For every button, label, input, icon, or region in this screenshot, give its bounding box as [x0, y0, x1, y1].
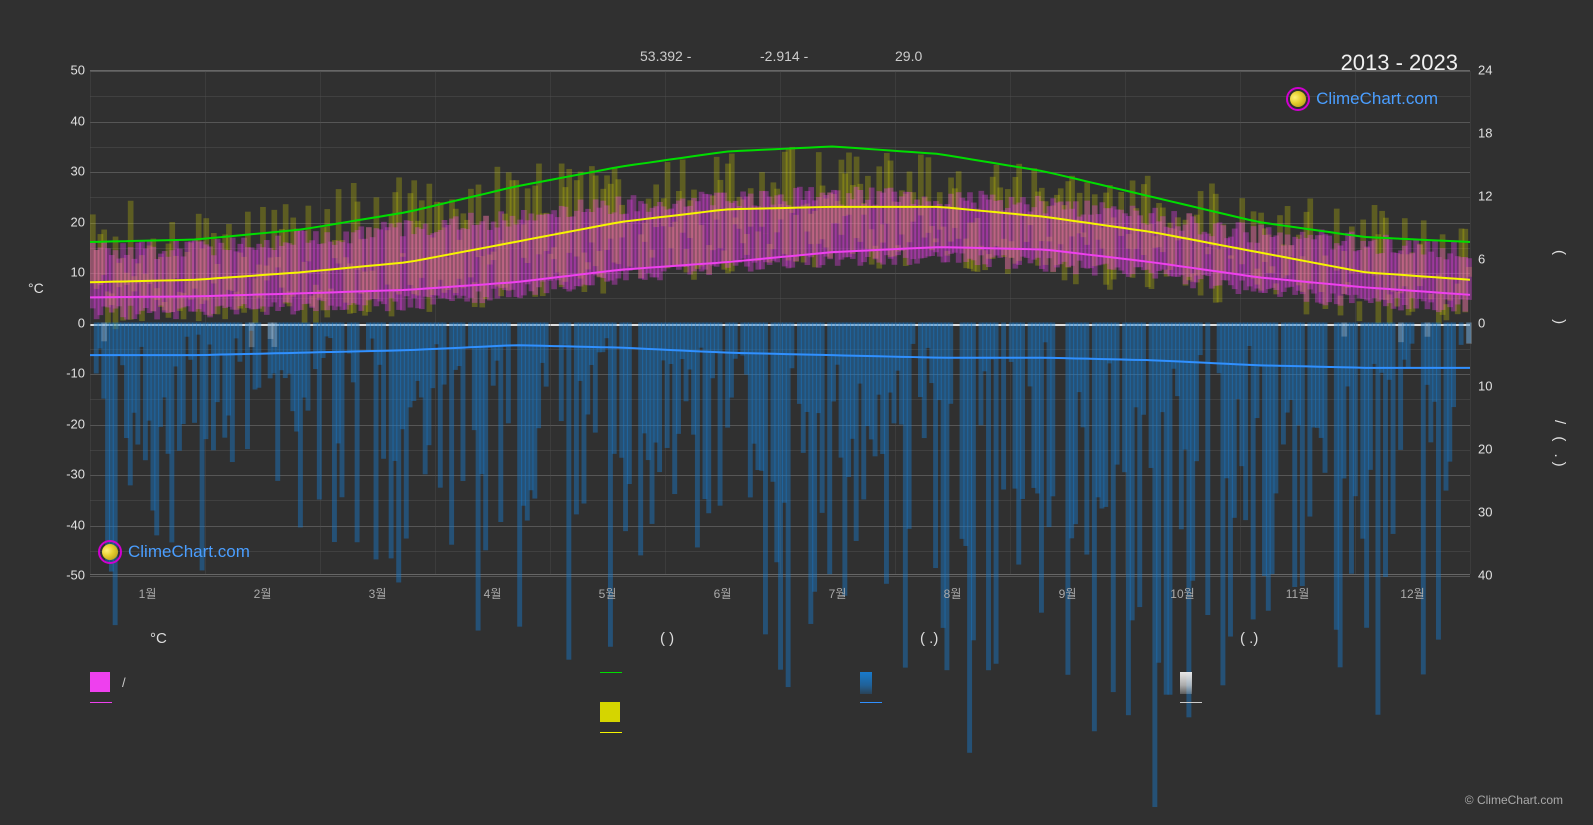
chart-svg	[90, 71, 1470, 574]
logo-icon	[98, 540, 122, 564]
legend-label: /	[122, 675, 126, 690]
legend-section-title: ( .)	[1240, 630, 1258, 647]
legend-swatch	[90, 702, 112, 703]
logo-top: ClimeChart.com	[1286, 87, 1438, 111]
month-tick: 2월	[254, 585, 272, 602]
legend-swatch	[600, 732, 622, 733]
copyright: © ClimeChart.com	[1465, 793, 1563, 807]
logo-bottom: ClimeChart.com	[98, 540, 250, 564]
y-right-tick-top: 12	[1478, 189, 1508, 204]
legend-section-title: ( )	[660, 630, 674, 647]
month-tick: 7월	[829, 585, 847, 602]
y-right-tick-bottom: 30	[1478, 504, 1508, 519]
y-left-tick: -10	[45, 366, 85, 381]
y-left-tick: 10	[45, 265, 85, 280]
y-right-tick-bottom: 40	[1478, 568, 1508, 583]
month-tick: 5월	[599, 585, 617, 602]
month-tick: 4월	[484, 585, 502, 602]
month-tick: 1월	[139, 585, 157, 602]
y-left-tick: -40	[45, 517, 85, 532]
legend-item	[860, 702, 894, 703]
month-tick: 11월	[1286, 585, 1310, 602]
y-left-tick: -50	[45, 568, 85, 583]
y-left-tick: 0	[45, 315, 85, 330]
legend-swatch	[90, 672, 110, 692]
y-left-tick: 30	[45, 164, 85, 179]
legend-item	[860, 672, 884, 694]
legend-item	[600, 702, 632, 722]
month-tick: 10월	[1170, 585, 1194, 602]
y-left-tick: 50	[45, 63, 85, 78]
year-range: 2013 - 2023	[1341, 50, 1458, 76]
legend-item	[600, 672, 634, 673]
legend-section: °C/	[150, 630, 167, 647]
y-left-tick: -30	[45, 467, 85, 482]
month-tick: 9월	[1059, 585, 1077, 602]
y-right-tick-top: 6	[1478, 252, 1508, 267]
y-right-tick-bottom: 10	[1478, 378, 1508, 393]
logo-text: ClimeChart.com	[128, 542, 250, 562]
y-right-tick-top: 24	[1478, 63, 1508, 78]
y-right-title-bottom: / ( .)	[1551, 420, 1568, 471]
legend-section-title: °C	[150, 630, 167, 647]
chart-plot-area	[90, 70, 1470, 575]
month-tick: 8월	[944, 585, 962, 602]
y-right-tick-top: 0	[1478, 315, 1508, 330]
legend-swatch	[600, 702, 620, 722]
header-lat: 53.392 -	[640, 48, 691, 64]
y-left-tick: 40	[45, 113, 85, 128]
logo-text: ClimeChart.com	[1316, 89, 1438, 109]
month-tick: 3월	[369, 585, 387, 602]
legend-section: ( .)	[920, 630, 938, 647]
header-lon: -2.914 -	[760, 48, 808, 64]
y-right-tick-top: 18	[1478, 126, 1508, 141]
y-right-title-top: ( )	[1551, 250, 1568, 354]
legend-swatch	[860, 672, 872, 694]
legend-item	[600, 732, 634, 733]
month-tick: 12월	[1400, 585, 1424, 602]
legend-section-title: ( .)	[920, 630, 938, 647]
legend-swatch	[1180, 702, 1202, 703]
logo-icon	[1286, 87, 1310, 111]
legend-section: ( )	[660, 630, 674, 647]
legend-section: ( .)	[1240, 630, 1258, 647]
header-alt: 29.0	[895, 48, 922, 64]
y-right-tick-bottom: 20	[1478, 441, 1508, 456]
y-left-tick: 20	[45, 214, 85, 229]
month-tick: 6월	[714, 585, 732, 602]
legend-item: /	[90, 672, 126, 692]
legend-swatch	[1180, 672, 1192, 694]
legend-item	[1180, 702, 1214, 703]
legend-item	[90, 702, 124, 703]
legend-item	[1180, 672, 1204, 694]
legend-swatch	[860, 702, 882, 703]
legend-swatch	[600, 672, 622, 673]
y-left-tick: -20	[45, 416, 85, 431]
y-left-title: °C	[28, 280, 44, 296]
